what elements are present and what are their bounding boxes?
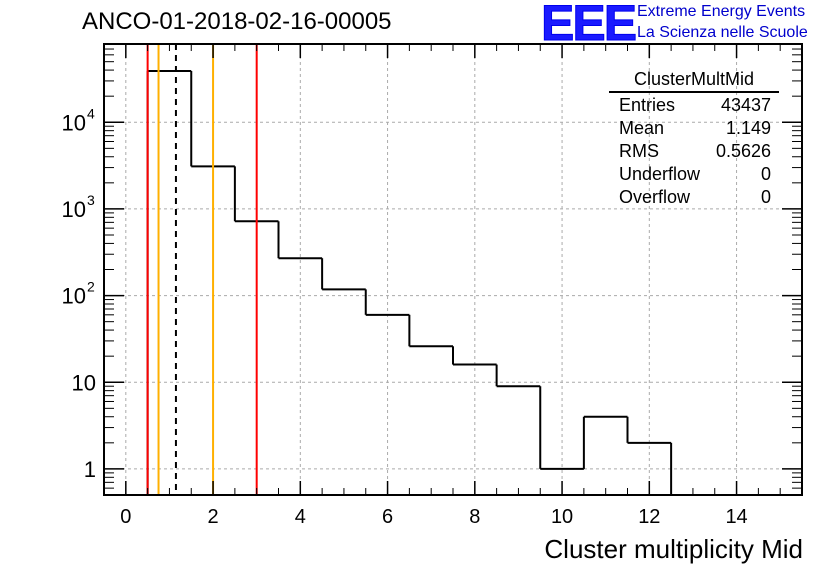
eee-logo: EEE xyxy=(540,0,637,51)
x-tick-label: 0 xyxy=(120,506,131,528)
stats-label: Mean xyxy=(619,118,665,138)
y-tick-exponent: 2 xyxy=(87,279,95,295)
stats-value: 0 xyxy=(760,187,771,207)
logo-line-2: La Scienza nelle Scuole xyxy=(637,24,808,41)
stats-row-overflow: Overflow 0 xyxy=(609,186,779,209)
logo-line-1: Extreme Energy Events xyxy=(637,3,806,20)
x-tick-label: 6 xyxy=(382,506,393,528)
stats-label: Overflow xyxy=(619,187,691,207)
x-tick-label: 4 xyxy=(295,506,306,528)
y-tick-exponent: 4 xyxy=(87,105,95,121)
stats-row-underflow: Underflow 0 xyxy=(609,163,779,186)
stats-value: 43437 xyxy=(720,95,771,115)
stats-row-rms: RMS 0.5626 xyxy=(609,140,779,163)
grid-lines xyxy=(104,44,802,495)
y-tick-label: 10 xyxy=(72,370,96,395)
stats-value: 1.149 xyxy=(725,118,771,138)
y-tick-label: 1 xyxy=(84,457,96,482)
x-tick-label: 2 xyxy=(208,506,219,528)
y-tick-exponent: 3 xyxy=(87,192,95,208)
x-tick-label: 12 xyxy=(638,506,660,528)
x-tick-label: 8 xyxy=(469,506,480,528)
stats-label: Entries xyxy=(619,95,676,115)
x-tick-label: 14 xyxy=(725,506,747,528)
y-tick-label: 10 xyxy=(62,197,86,222)
y-tick-label: 10 xyxy=(62,110,86,135)
stats-label: RMS xyxy=(619,141,659,161)
x-axis-label: Cluster multiplicity Mid xyxy=(544,534,803,564)
chart-title: ANCO-01-2018-02-16-00005 xyxy=(82,8,392,35)
y-tick-label: 10 xyxy=(62,284,86,309)
stats-box-title: ClusterMultMid xyxy=(609,68,779,93)
x-tick-label: 10 xyxy=(551,506,573,528)
marker-lines xyxy=(146,44,258,495)
stats-label: Underflow xyxy=(619,164,701,184)
axis-ticks xyxy=(104,44,802,495)
stats-row-entries: Entries 43437 xyxy=(609,94,779,117)
stats-row-mean: Mean 1.149 xyxy=(609,117,779,140)
histogram-bars xyxy=(146,70,673,495)
stats-box: ClusterMultMid Entries 43437 Mean 1.149 … xyxy=(609,68,779,209)
stats-value: 0 xyxy=(760,164,771,184)
stats-value: 0.5626 xyxy=(715,141,771,161)
